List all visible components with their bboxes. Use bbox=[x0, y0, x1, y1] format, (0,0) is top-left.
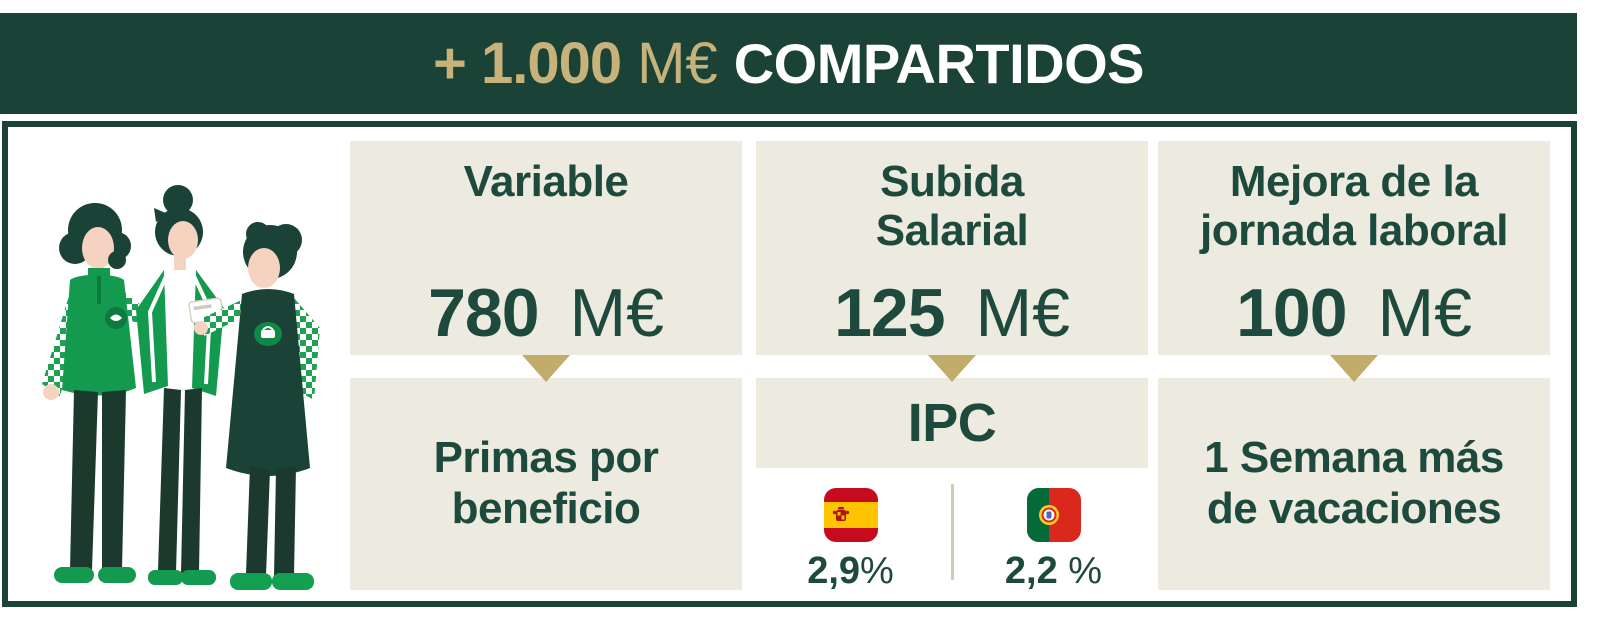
down-arrow-icon bbox=[1330, 355, 1378, 382]
column-title: Variable bbox=[463, 157, 629, 206]
ipc-spain: 2,9% bbox=[763, 468, 939, 593]
ipc-title: IPC bbox=[907, 392, 997, 453]
employee-figure-right bbox=[194, 222, 320, 590]
jornada-top-box: Mejora de la jornada laboral 100 M€ bbox=[1158, 141, 1550, 355]
column-detail: 1 Semana más de vacaciones bbox=[1204, 433, 1504, 533]
down-arrow-icon bbox=[928, 355, 976, 382]
column-amount: 125 M€ bbox=[834, 279, 1070, 347]
spain-flag-icon bbox=[823, 488, 878, 542]
ipc-divider bbox=[950, 484, 954, 580]
header-banner: + 1.000 M€ COMPARTIDOS bbox=[0, 13, 1577, 114]
subida-top-box: Subida Salarial 125 M€ bbox=[756, 141, 1148, 355]
header-unit: M€ bbox=[637, 31, 718, 96]
amount-number: 125 bbox=[834, 275, 945, 351]
ipc-values: 2,9% 2,2 % bbox=[756, 468, 1148, 593]
column-detail: Primas por beneficio bbox=[433, 433, 659, 533]
ipc-portugal: 2,2 % bbox=[966, 468, 1142, 593]
column-variable: Variable 780 M€ Primas por beneficio bbox=[350, 141, 742, 590]
header-amount: + 1.000 bbox=[432, 31, 622, 96]
employee-figure-left bbox=[42, 203, 170, 583]
amount-number: 780 bbox=[428, 275, 539, 351]
variable-detail-box: Primas por beneficio bbox=[350, 378, 742, 590]
ipc-box: IPC bbox=[756, 378, 1148, 468]
ipc-portugal-value: 2,2 % bbox=[1005, 550, 1102, 593]
ipc-number: 2,9 bbox=[807, 550, 861, 592]
column-amount: 100 M€ bbox=[1236, 279, 1472, 347]
variable-top-box: Variable 780 M€ bbox=[350, 141, 742, 355]
down-arrow-icon bbox=[522, 355, 570, 382]
ipc-spain-value: 2,9% bbox=[807, 550, 894, 593]
portugal-flag-icon bbox=[1026, 488, 1081, 542]
amount-unit: M€ bbox=[975, 275, 1070, 351]
percent-sign: % bbox=[860, 550, 894, 592]
employee-figure-middle bbox=[136, 185, 224, 585]
column-title: Mejora de la jornada laboral bbox=[1200, 157, 1508, 256]
jornada-detail-box: 1 Semana más de vacaciones bbox=[1158, 378, 1550, 590]
amount-unit: M€ bbox=[1377, 275, 1472, 351]
column-subida-salarial: Subida Salarial 125 M€ IPC bbox=[756, 141, 1148, 592]
employees-illustration bbox=[42, 185, 320, 590]
amount-number: 100 bbox=[1236, 275, 1347, 351]
percent-sign: % bbox=[1057, 550, 1103, 592]
column-jornada-laboral: Mejora de la jornada laboral 100 M€ 1 Se… bbox=[1158, 141, 1550, 590]
header-label: COMPARTIDOS bbox=[733, 32, 1145, 95]
amount-unit: M€ bbox=[569, 275, 664, 351]
column-amount: 780 M€ bbox=[428, 279, 664, 347]
column-title: Subida Salarial bbox=[875, 157, 1029, 256]
ipc-number: 2,2 bbox=[1004, 550, 1058, 592]
